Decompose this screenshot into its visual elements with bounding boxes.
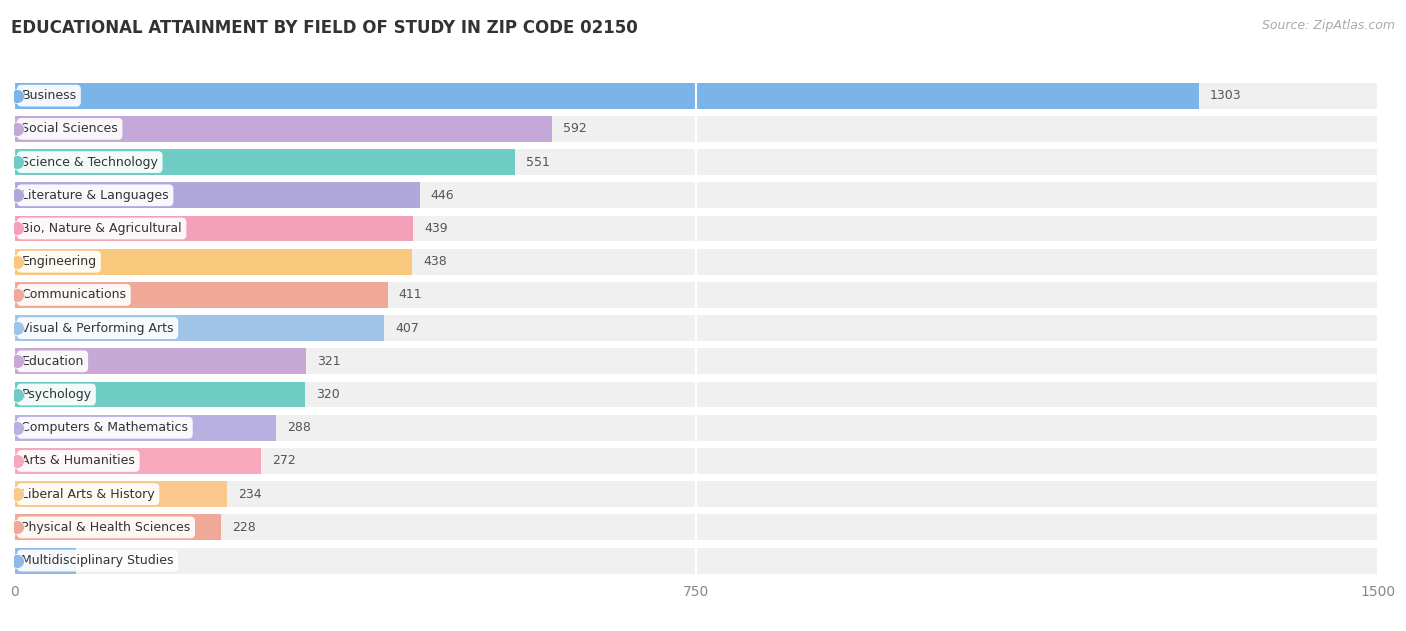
Text: 551: 551: [526, 156, 550, 168]
Bar: [14, 249, 1378, 274]
Bar: [14, 149, 515, 175]
Text: 438: 438: [423, 255, 447, 268]
Text: 411: 411: [399, 288, 422, 302]
Text: Education: Education: [21, 355, 84, 368]
Text: 1303: 1303: [1209, 89, 1241, 102]
Text: Communications: Communications: [21, 288, 127, 302]
Bar: [14, 315, 384, 341]
Text: Social Sciences: Social Sciences: [21, 122, 118, 136]
Text: 228: 228: [232, 521, 256, 534]
Text: 446: 446: [430, 189, 454, 202]
Text: EDUCATIONAL ATTAINMENT BY FIELD OF STUDY IN ZIP CODE 02150: EDUCATIONAL ATTAINMENT BY FIELD OF STUDY…: [11, 19, 638, 37]
Bar: [14, 116, 553, 142]
Bar: [14, 83, 1378, 109]
Text: 320: 320: [316, 388, 340, 401]
Text: Visual & Performing Arts: Visual & Performing Arts: [21, 322, 174, 334]
Text: Business: Business: [21, 89, 76, 102]
Bar: [14, 448, 1378, 474]
Bar: [14, 548, 76, 574]
Bar: [14, 514, 1378, 540]
Bar: [14, 481, 1378, 507]
Bar: [14, 249, 412, 274]
Bar: [14, 282, 1378, 308]
Bar: [14, 282, 388, 308]
Text: Source: ZipAtlas.com: Source: ZipAtlas.com: [1261, 19, 1395, 32]
Bar: [14, 481, 226, 507]
Text: Multidisciplinary Studies: Multidisciplinary Studies: [21, 554, 174, 567]
Bar: [14, 514, 221, 540]
Bar: [14, 149, 1378, 175]
Text: Literature & Languages: Literature & Languages: [21, 189, 169, 202]
Text: Physical & Health Sciences: Physical & Health Sciences: [21, 521, 191, 534]
Text: 234: 234: [238, 488, 262, 500]
Text: Computers & Mathematics: Computers & Mathematics: [21, 422, 188, 434]
Text: Psychology: Psychology: [21, 388, 91, 401]
Bar: [14, 216, 413, 242]
Text: 288: 288: [287, 422, 311, 434]
Bar: [14, 83, 1199, 109]
Bar: [14, 548, 1378, 574]
Bar: [14, 348, 1378, 374]
Text: 407: 407: [395, 322, 419, 334]
Bar: [14, 315, 1378, 341]
Text: Bio, Nature & Agricultural: Bio, Nature & Agricultural: [21, 222, 181, 235]
Text: 439: 439: [425, 222, 447, 235]
Text: 321: 321: [316, 355, 340, 368]
Bar: [14, 116, 1378, 142]
Bar: [14, 382, 1378, 408]
Text: 68: 68: [87, 554, 103, 567]
Text: Liberal Arts & History: Liberal Arts & History: [21, 488, 155, 500]
Bar: [14, 182, 419, 208]
Bar: [14, 448, 262, 474]
Bar: [14, 415, 276, 440]
Bar: [14, 182, 1378, 208]
Text: Arts & Humanities: Arts & Humanities: [21, 454, 135, 468]
Bar: [14, 415, 1378, 440]
Text: 592: 592: [564, 122, 586, 136]
Bar: [14, 382, 305, 408]
Text: Science & Technology: Science & Technology: [21, 156, 159, 168]
Bar: [14, 216, 1378, 242]
Text: 272: 272: [273, 454, 297, 468]
Bar: [14, 348, 307, 374]
Text: Engineering: Engineering: [21, 255, 97, 268]
